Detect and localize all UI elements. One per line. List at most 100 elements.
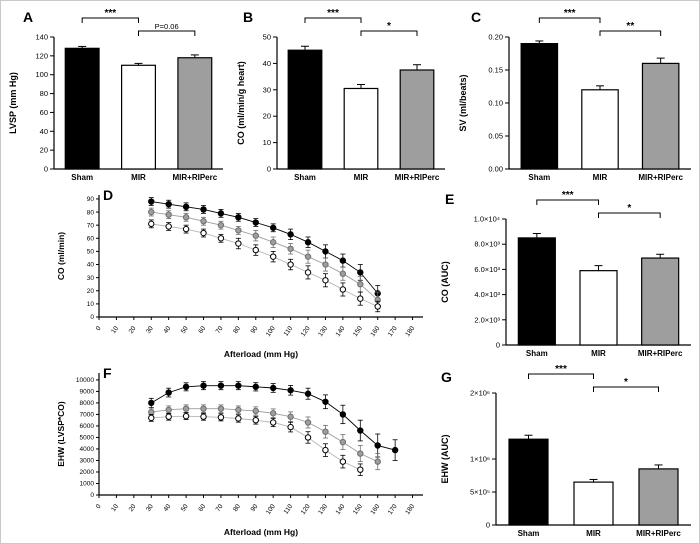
svg-text:40: 40 <box>162 503 172 513</box>
svg-text:10: 10 <box>87 301 95 308</box>
svg-text:70: 70 <box>87 222 95 229</box>
svg-text:Afterload (mm Hg): Afterload (mm Hg) <box>224 527 298 537</box>
panel-g-label: G <box>441 369 452 385</box>
svg-text:0: 0 <box>95 503 103 510</box>
panel-c-label: C <box>471 9 482 25</box>
svg-text:20: 20 <box>87 288 95 295</box>
svg-text:140: 140 <box>35 33 48 42</box>
svg-text:MIR+RIPerc: MIR+RIPerc <box>638 173 683 182</box>
svg-text:MIR: MIR <box>354 173 369 182</box>
svg-text:60: 60 <box>197 325 207 335</box>
svg-text:150: 150 <box>352 503 364 516</box>
chart-co-bar: 0 10 20 30 40 50 CO (ml/min/g heart) Sham MIR MIR… <box>236 8 445 182</box>
svg-text:70: 70 <box>215 503 225 513</box>
chart-ehw-auc-bar: 0 5×10⁵ 1×10⁶ 2×10⁶ EHW (AUC) Sham MIR MIR+RIPe… <box>440 364 691 538</box>
svg-text:CO (ml/min/g heart): CO (ml/min/g heart) <box>236 61 246 145</box>
svg-text:MIR+RIPerc: MIR+RIPerc <box>638 349 683 358</box>
svg-text:30: 30 <box>263 85 271 94</box>
svg-text:20: 20 <box>263 112 271 121</box>
svg-text:6000: 6000 <box>80 423 95 430</box>
svg-text:80: 80 <box>87 209 95 216</box>
svg-text:50: 50 <box>87 249 95 256</box>
panel-b-co-bar: B 0 10 20 30 40 50 CO (ml/min/g heart) Sham MIR M… <box>233 5 451 185</box>
svg-text:**: ** <box>626 21 634 32</box>
svg-text:120: 120 <box>35 51 48 60</box>
chart-sv-bar: 0.00 0.05 0.10 0.15 0.20 SV (ml/beats) Sham MIR… <box>458 8 691 182</box>
svg-text:60: 60 <box>40 108 48 117</box>
svg-text:40: 40 <box>162 325 172 335</box>
svg-text:130: 130 <box>317 503 329 516</box>
svg-text:6.0×10³: 6.0×10³ <box>474 265 500 274</box>
svg-text:20: 20 <box>128 325 138 335</box>
panel-f-label: F <box>103 365 112 381</box>
svg-text:0.05: 0.05 <box>488 132 503 141</box>
chart-ehw-afterload-line: 0100020003000400050006000700080009000100… <box>56 373 423 537</box>
chart-co-afterload-line: 0 10 20 30 40 50 60 70 80 90 0 10 20 30 40 50 60 70 80 90 10… <box>56 195 423 359</box>
svg-text:100: 100 <box>265 503 277 516</box>
panel-g-ehw-auc-bar: G 0 5×10⁵ 1×10⁶ 2×10⁶ EHW (AUC) Sham MIR MIR+RI… <box>437 361 697 541</box>
svg-text:0: 0 <box>267 165 271 174</box>
panel-e-co-auc-bar: E 0 2.0×10³ 4.0×10³ 6.0×10³ 8.0×10³ 1.0×10⁴ CO… <box>437 187 697 361</box>
svg-text:10: 10 <box>263 138 271 147</box>
svg-text:80: 80 <box>40 89 48 98</box>
svg-text:0: 0 <box>90 314 94 321</box>
svg-text:60: 60 <box>87 235 95 242</box>
svg-text:Sham: Sham <box>526 349 548 358</box>
svg-text:3000: 3000 <box>80 458 95 465</box>
svg-text:8000: 8000 <box>80 400 95 407</box>
panel-f-ehw-afterload-line: F 0 1000 2000 3000 4000 5000 6000 7000 8000 9000 1… <box>53 365 437 541</box>
svg-text:20: 20 <box>40 146 48 155</box>
svg-text:MIR: MIR <box>593 173 608 182</box>
svg-text:2×10⁶: 2×10⁶ <box>470 389 490 398</box>
svg-text:160: 160 <box>369 325 381 338</box>
svg-text:140: 140 <box>335 325 347 338</box>
svg-text:170: 170 <box>387 325 399 338</box>
svg-text:Sham: Sham <box>528 173 550 182</box>
svg-text:110: 110 <box>283 503 295 516</box>
svg-text:4000: 4000 <box>80 446 95 453</box>
svg-text:1.0×10⁴: 1.0×10⁴ <box>474 215 500 224</box>
svg-text:40: 40 <box>40 127 48 136</box>
svg-text:0.20: 0.20 <box>488 33 503 42</box>
svg-text:50: 50 <box>180 325 190 335</box>
svg-text:2000: 2000 <box>80 469 95 476</box>
chart-co-auc-bar: 0 2.0×10³ 4.0×10³ 6.0×10³ 8.0×10³ 1.0×10⁴ CO (… <box>440 190 691 358</box>
svg-text:30: 30 <box>145 503 155 513</box>
svg-text:90: 90 <box>250 503 260 513</box>
svg-text:100: 100 <box>265 325 277 338</box>
svg-text:4.0×10³: 4.0×10³ <box>474 290 500 299</box>
svg-text:100: 100 <box>35 70 48 79</box>
svg-text:CO (ml/min): CO (ml/min) <box>56 232 66 280</box>
svg-text:80: 80 <box>232 325 242 335</box>
svg-text:***: *** <box>555 364 567 375</box>
svg-text:170: 170 <box>387 503 399 516</box>
svg-text:*: * <box>387 21 391 32</box>
svg-text:0.10: 0.10 <box>488 99 503 108</box>
svg-text:90: 90 <box>87 196 95 203</box>
svg-text:1×10⁶: 1×10⁶ <box>470 455 490 464</box>
svg-text:MIR+RIPerc: MIR+RIPerc <box>636 529 681 538</box>
panel-d-co-afterload-line: D 0 10 20 30 40 50 60 70 80 90 0 10 20 30 40 50 60 70 80 90… <box>53 187 437 363</box>
panel-a-label: A <box>23 9 34 25</box>
svg-text:SV (ml/beats): SV (ml/beats) <box>458 74 468 131</box>
panel-a-lvsp-bar: A 0 20 40 60 80 100 120 140 LVSP (mm Hg) Sham MIR M… <box>5 5 229 185</box>
svg-text:0: 0 <box>486 521 490 530</box>
svg-text:50: 50 <box>263 33 271 42</box>
panel-d-label: D <box>103 187 114 203</box>
svg-text:160: 160 <box>369 503 381 516</box>
svg-text:0.15: 0.15 <box>488 66 503 75</box>
svg-text:EHW (AUC): EHW (AUC) <box>440 435 450 484</box>
svg-text:***: *** <box>327 8 339 19</box>
svg-text:80: 80 <box>232 503 242 513</box>
svg-text:70: 70 <box>215 325 225 335</box>
panel-e-label: E <box>445 191 455 207</box>
panel-b-label: B <box>243 9 254 25</box>
svg-text:120: 120 <box>300 325 312 338</box>
svg-text:1000: 1000 <box>80 481 95 488</box>
svg-text:10: 10 <box>110 503 120 513</box>
svg-text:180: 180 <box>404 503 416 516</box>
svg-text:7000: 7000 <box>80 412 95 419</box>
chart-lvsp-bar: 0 20 40 60 80 100 120 140 LVSP (mm Hg) Sham MIR MIR… <box>8 8 223 182</box>
svg-text:CO (AUC): CO (AUC) <box>440 261 450 303</box>
svg-text:Sham: Sham <box>518 529 540 538</box>
